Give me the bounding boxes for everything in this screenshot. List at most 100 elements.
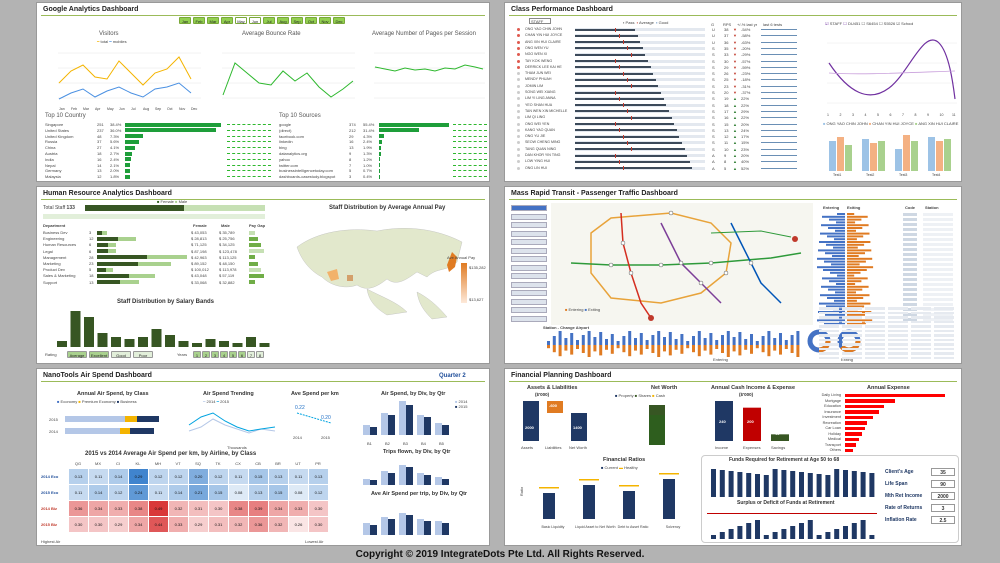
nt-ave-trip-bar-2015 (370, 525, 377, 535)
cp-student-name[interactable]: TAN WEN XIN MICHELLE (525, 108, 568, 113)
hr-dept-name[interactable]: Human Resources (43, 242, 77, 248)
hr-year-button[interactable]: 5 (229, 351, 237, 358)
cp-column-header: G (711, 22, 715, 27)
hr-dept-name[interactable]: Sales & Marketing (43, 273, 76, 279)
hr-dept-name[interactable]: Management (43, 254, 67, 260)
mrt-exit-bar (834, 238, 845, 241)
month-button-apr[interactable]: Apr (221, 17, 233, 24)
cp-student-name[interactable]: LIM QI LING (525, 115, 546, 120)
cp-student-name[interactable]: TANG QUAN NING (525, 146, 557, 151)
cp-student-name[interactable]: CHAN YIN HUI JOYCE (525, 33, 563, 38)
cp-student-name[interactable]: SEOW CHENG MING (525, 140, 561, 145)
mrt-station-button[interactable] (511, 213, 547, 220)
nt-heat-cell: 0.15 (269, 485, 288, 500)
cp-student-name[interactable]: KANG YAO QUAN (525, 127, 555, 132)
source-pct: 0.4% (363, 174, 373, 180)
cp-line-legend-1: DU451 (847, 21, 861, 26)
hr-year-button[interactable]: 6 (238, 351, 246, 358)
month-button-feb[interactable]: Feb (193, 17, 205, 24)
nt-airline-header: TK (215, 461, 221, 466)
mrt-station-button[interactable] (511, 256, 547, 262)
month-button-may[interactable]: May (235, 17, 247, 24)
mrt-station-button[interactable] (511, 298, 547, 305)
cp-student-name[interactable]: THAM JUN WEI (525, 71, 551, 76)
mrt-station-button[interactable] (511, 281, 547, 288)
mrt-grid-cell (911, 343, 931, 346)
cp-student-name[interactable]: ONG YU JIE (525, 134, 546, 139)
mrt-station-button[interactable] (511, 264, 547, 271)
hr-dept-name[interactable]: Support (43, 279, 58, 285)
month-button-jun[interactable]: Jun (249, 17, 261, 24)
mrt-station-button[interactable] (511, 273, 547, 279)
hr-year-button[interactable]: 8 (256, 351, 264, 358)
month-button-sep[interactable]: Sep (291, 17, 303, 24)
mrt-station-button[interactable] (511, 230, 547, 237)
month-button-aug[interactable]: Aug (277, 17, 289, 24)
mrt-exit-bar (831, 263, 845, 266)
hr-year-button[interactable]: 3 (211, 351, 219, 358)
mrt-station-button[interactable] (511, 290, 547, 296)
cp-student-name[interactable]: TAY KOK WENG (525, 58, 553, 63)
cp-student-name[interactable]: SONG WEI XIANG (525, 90, 556, 94)
source-name: facebook.com (279, 133, 304, 139)
hr-year-button[interactable]: 7 (247, 351, 255, 358)
month-button-nov[interactable]: Nov (319, 17, 331, 24)
hr-filter-row[interactable] (43, 214, 265, 219)
month-button-jul[interactable]: Jul (263, 17, 275, 24)
fp-param-value[interactable]: 2.5 (931, 516, 955, 524)
mrt-hourly-enter-bar (726, 345, 730, 357)
cp-student-name[interactable]: ONG WEN YU (525, 45, 549, 50)
hr-dept-name[interactable]: Engineering (43, 236, 65, 242)
hr-year-button[interactable]: 1 (193, 351, 201, 358)
month-button-jan[interactable]: Jan (179, 17, 191, 24)
source-count: 29 (349, 133, 354, 139)
cp-student-name[interactable]: ANG XIN HUI CLAIRE (525, 39, 561, 44)
cp-student-name[interactable]: JOMIN LIM (525, 83, 544, 88)
source-sparkline (453, 124, 487, 125)
cp-student-name[interactable]: DERRICK LEE KAI HE (525, 64, 562, 69)
fp-param-value[interactable]: 3 (931, 504, 955, 512)
cp-student-name[interactable]: MENDY PHUAH (525, 77, 552, 82)
mrt-station-button[interactable] (511, 315, 547, 322)
cp-student-name[interactable]: ONG WEI YEN (525, 121, 550, 126)
cp-staff-select[interactable]: STAFF (529, 18, 551, 24)
mrt-grid-cell (888, 307, 908, 310)
mrt-station-button[interactable] (511, 222, 547, 228)
nt-quarter[interactable]: Quarter 2 (439, 373, 466, 379)
country-count: 251 (97, 122, 104, 127)
mrt-enter-bar (847, 260, 866, 263)
hr-rating-button[interactable]: Good (111, 351, 131, 358)
cp-student-name[interactable]: LIM YI LING ANNA (525, 96, 556, 101)
hr-dept-name[interactable]: Marketing (43, 261, 61, 266)
hr-dept-name[interactable]: Business Dev (43, 230, 68, 235)
nt-heat-cell: 0.11 (89, 469, 108, 484)
mrt-station-cell (923, 213, 953, 216)
fp-param-value[interactable]: 2000 (931, 492, 955, 500)
hr-rating-button[interactable]: Average (67, 351, 87, 358)
cp-student-name[interactable]: NGO WEN XI (525, 52, 547, 57)
month-button-dec[interactable]: Dec (333, 17, 345, 24)
ga-axis-month: Jan (59, 107, 65, 111)
hr-rating-button[interactable]: Excellent (89, 351, 109, 358)
mrt-hourly-exit-bar (697, 331, 701, 345)
hr-dept-name[interactable]: Product Dev (43, 267, 66, 273)
mrt-station-button[interactable] (511, 239, 547, 245)
source-bar (379, 174, 380, 179)
cp-student-name[interactable]: YEO SHAN HUA (525, 102, 553, 107)
hr-female-bar (97, 255, 147, 260)
fp-param-value[interactable]: 90 (931, 480, 955, 488)
hr-rating-button[interactable]: Poor (133, 351, 153, 358)
month-button-oct[interactable]: Oct (305, 17, 317, 24)
hr-year-button[interactable]: 2 (202, 351, 210, 358)
mrt-station-button[interactable] (511, 307, 547, 313)
cp-student-name[interactable]: DAN KHOR YIN TING (525, 153, 561, 157)
month-button-mar[interactable]: Mar (207, 17, 219, 24)
mrt-station-button[interactable] (511, 205, 547, 211)
hr-dept-name[interactable]: Legal (43, 248, 53, 254)
cp-student-name[interactable]: ONG LIN HUI (525, 165, 547, 170)
cp-student-name[interactable]: ONG YAO CHIN JOHN (525, 27, 563, 31)
cp-student-name[interactable]: LOW YING HUI (525, 159, 551, 164)
hr-year-button[interactable]: 4 (220, 351, 228, 358)
fp-param-value[interactable]: 35 (931, 468, 955, 476)
mrt-station-button[interactable] (511, 247, 547, 254)
